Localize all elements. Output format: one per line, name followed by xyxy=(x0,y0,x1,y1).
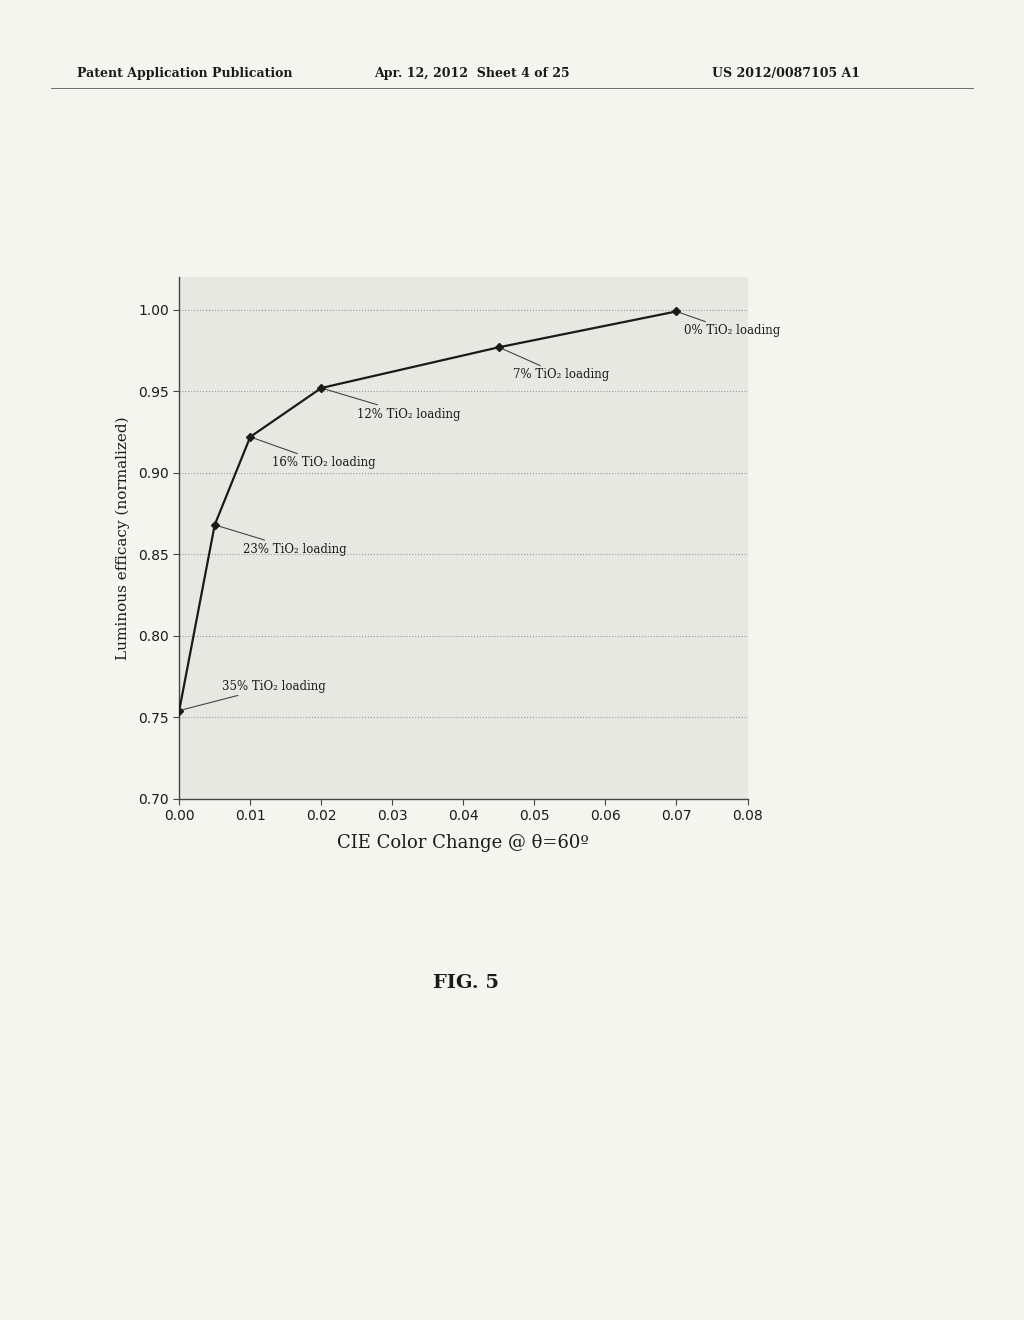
Y-axis label: Luminous efficacy (normalized): Luminous efficacy (normalized) xyxy=(116,416,130,660)
Text: 35% TiO₂ loading: 35% TiO₂ loading xyxy=(182,680,326,710)
Text: Patent Application Publication: Patent Application Publication xyxy=(77,66,292,79)
Text: Apr. 12, 2012  Sheet 4 of 25: Apr. 12, 2012 Sheet 4 of 25 xyxy=(374,66,569,79)
Text: 7% TiO₂ loading: 7% TiO₂ loading xyxy=(502,348,609,381)
Text: 0% TiO₂ loading: 0% TiO₂ loading xyxy=(679,313,780,338)
Text: 12% TiO₂ loading: 12% TiO₂ loading xyxy=(324,389,461,421)
Text: FIG. 5: FIG. 5 xyxy=(433,974,499,993)
Text: US 2012/0087105 A1: US 2012/0087105 A1 xyxy=(712,66,860,79)
X-axis label: CIE Color Change @ θ=60º: CIE Color Change @ θ=60º xyxy=(338,834,589,853)
Text: 23% TiO₂ loading: 23% TiO₂ loading xyxy=(217,525,347,556)
Text: 16% TiO₂ loading: 16% TiO₂ loading xyxy=(253,438,375,470)
